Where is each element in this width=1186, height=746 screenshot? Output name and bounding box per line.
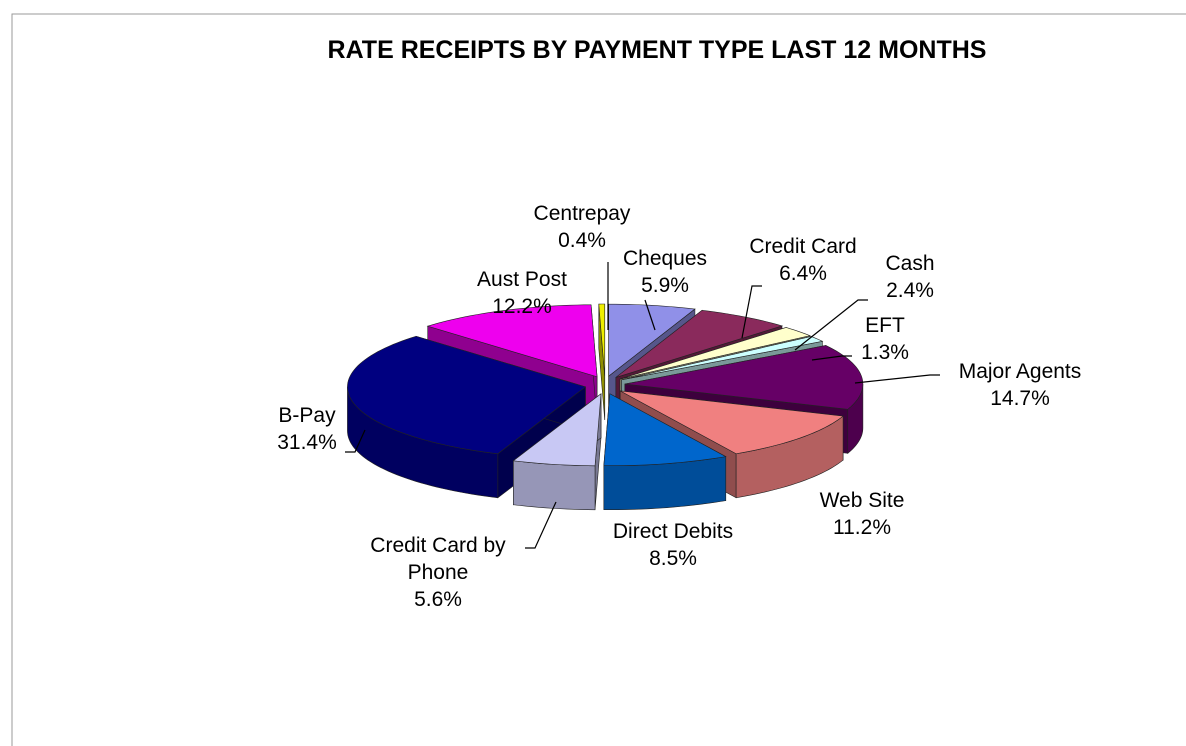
- slice: [598, 303, 606, 421]
- slice-top: [603, 393, 727, 467]
- slice-top: [621, 336, 824, 381]
- category-label: Cheques: [622, 247, 708, 270]
- slice-top: [619, 327, 811, 380]
- value-label: 11.2%: [833, 516, 891, 539]
- value-label: 12.2%: [492, 295, 552, 318]
- category-label: EFT: [865, 314, 905, 337]
- slice-label: Direct Debits 8.5%: [583, 518, 763, 572]
- leader-lines: [345, 262, 940, 549]
- slice-label: Major Agents 14.7%: [930, 358, 1110, 412]
- value-label: 6.4%: [779, 262, 827, 285]
- slice-top: [512, 393, 602, 467]
- category-label: Web Site: [819, 489, 905, 512]
- chart-title: RATE RECEIPTS BY PAYMENT TYPE LAST 12 MO…: [327, 36, 987, 64]
- slice-label: B-Pay 31.4%: [257, 402, 357, 456]
- leader-line: [811, 355, 852, 361]
- value-label: 1.3%: [861, 341, 909, 364]
- slice-label: Cash 2.4%: [860, 250, 960, 304]
- slice-label: Credit Card by Phone 5.6%: [343, 532, 533, 613]
- value-label: 0.4%: [558, 229, 606, 252]
- category-label: B-Pay: [278, 404, 336, 427]
- slice: [603, 393, 727, 511]
- leader-line: [741, 285, 762, 339]
- category-label: Aust Post: [477, 268, 567, 291]
- category-label: Credit Card: [749, 235, 857, 258]
- slice-label: Aust Post 12.2%: [452, 266, 592, 320]
- value-label: 8.5%: [649, 547, 697, 570]
- value-label: 5.9%: [641, 274, 689, 297]
- leader-line: [345, 429, 366, 453]
- slice-label: EFT 1.3%: [835, 312, 935, 366]
- slice-top: [347, 335, 587, 455]
- slice-top: [624, 345, 864, 410]
- value-label: 31.4%: [277, 431, 337, 454]
- slice-top: [608, 303, 696, 377]
- value-label: 5.6%: [414, 588, 462, 611]
- slice-label: Credit Card 6.4%: [723, 233, 883, 287]
- slice-wall: [513, 460, 596, 511]
- slice-top: [598, 303, 606, 377]
- slice-top: [620, 390, 844, 455]
- slice-label: Web Site 11.2%: [792, 487, 932, 541]
- category-label: Direct Debits: [612, 520, 734, 543]
- value-label: 14.7%: [990, 387, 1050, 410]
- category-label: Major Agents: [958, 360, 1082, 383]
- chart-border: [11, 13, 1186, 746]
- category-label: Cash: [885, 252, 935, 275]
- slice: [512, 393, 602, 511]
- pie: [347, 303, 864, 511]
- leader-line: [794, 299, 868, 351]
- category-label: Credit Card by Phone: [370, 534, 506, 584]
- slice-label: Centrepay 0.4%: [512, 200, 652, 254]
- value-label: 2.4%: [886, 279, 934, 302]
- leader-line: [644, 299, 656, 331]
- slice-label: Cheques 5.9%: [595, 245, 735, 299]
- slice-top: [615, 310, 784, 378]
- category-label: Centrepay: [533, 202, 631, 225]
- leader-line: [525, 501, 557, 549]
- slice-top: [426, 304, 598, 378]
- leader-line: [854, 374, 940, 384]
